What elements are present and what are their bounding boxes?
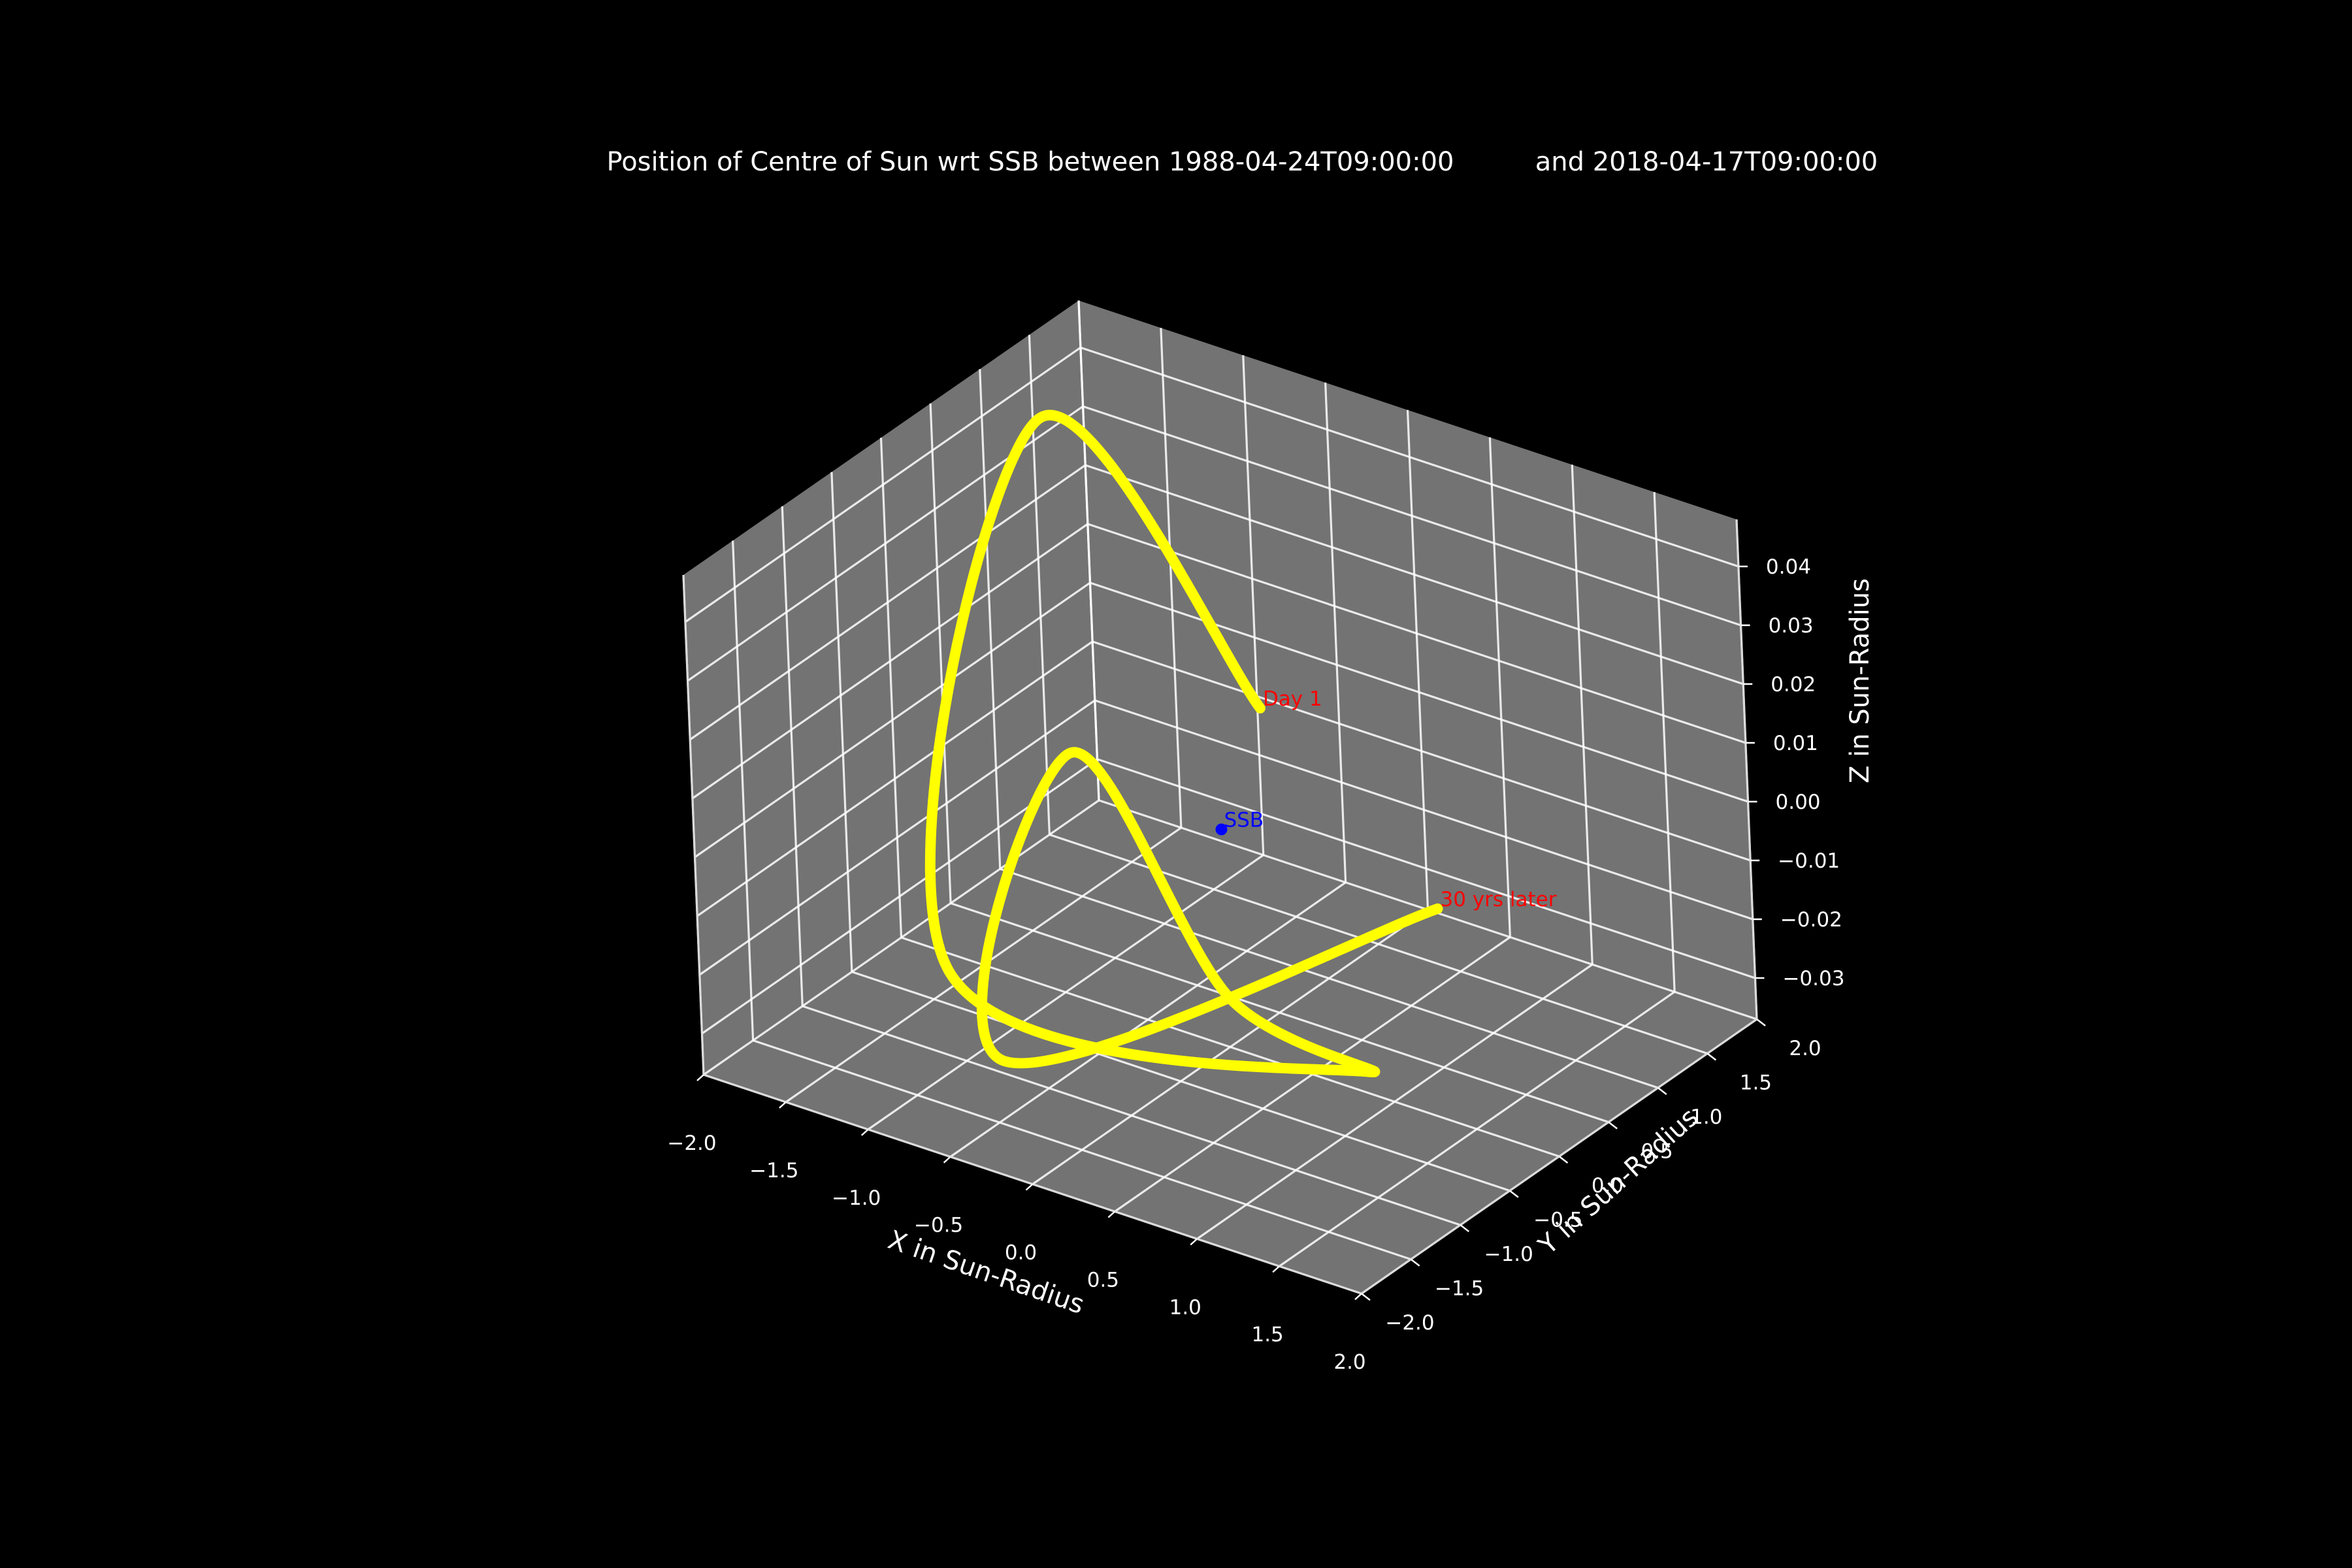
x-tick xyxy=(1025,1183,1034,1191)
grid-line-z-left xyxy=(689,464,1086,741)
z-tick-label: 0.02 xyxy=(1771,673,1816,696)
grid-line-y-left xyxy=(1077,300,1100,801)
grid-line-x-back xyxy=(1324,382,1347,883)
grid-line-x-back xyxy=(1571,465,1593,965)
y-tick-label: −1.5 xyxy=(1435,1277,1484,1301)
x-tick-label: 1.0 xyxy=(1169,1296,1201,1319)
grid-line-x-back xyxy=(1488,437,1511,938)
z-tick-label: 0.00 xyxy=(1776,791,1821,814)
left-edge-line xyxy=(682,574,705,1075)
z-axis-line xyxy=(1735,519,1758,1020)
grid-line-y-floor xyxy=(753,1039,1412,1261)
x-tick xyxy=(696,1074,704,1081)
grid-line-z-left xyxy=(685,346,1081,623)
y-tick xyxy=(1707,1053,1717,1061)
x-tick xyxy=(1354,1293,1362,1300)
y-tick-label: 0.0 xyxy=(1592,1174,1624,1198)
y-tick-label: 1.5 xyxy=(1740,1071,1772,1095)
grid-line-y-floor xyxy=(851,970,1511,1192)
x-tick xyxy=(1272,1266,1280,1273)
y-tick xyxy=(1558,1156,1569,1164)
annotation-label: 30 yrs later xyxy=(1441,888,1557,911)
grid-line-z-back xyxy=(1083,405,1742,627)
grid-line-y-left xyxy=(830,472,853,972)
axes-ticks: −2.0−1.5−1.0−0.50.00.51.01.52.0−2.0−1.5−… xyxy=(667,555,1844,1374)
grid-line-z-back xyxy=(1096,758,1756,979)
x-tick xyxy=(860,1128,869,1136)
grid-line-z-back xyxy=(1085,464,1744,685)
y-tick-label: −1.0 xyxy=(1484,1243,1533,1266)
grid-line-y-left xyxy=(879,437,903,938)
series-line-0 xyxy=(924,410,1443,1077)
y-tick-label: −0.5 xyxy=(1533,1209,1582,1232)
chart-title-left: Position of Centre of Sun wrt SSB betwee… xyxy=(607,147,1454,177)
z-axis-label: Z in Sun-Radius xyxy=(1845,578,1875,783)
grid-line-y-left xyxy=(929,403,952,904)
x-tick xyxy=(1190,1238,1198,1246)
grid-line-y-floor xyxy=(1000,868,1659,1089)
grid-line-z-left xyxy=(698,699,1096,976)
x-tick xyxy=(1107,1211,1116,1218)
grid-line-y-left xyxy=(732,540,755,1041)
grid-line-y-floor xyxy=(950,902,1609,1124)
grid-line-y-left xyxy=(979,368,1002,870)
x-tick-label: 2.0 xyxy=(1333,1350,1365,1374)
grid-line-z-back xyxy=(1092,640,1751,862)
x-tick xyxy=(779,1101,787,1109)
x-tick-label: 0.5 xyxy=(1087,1268,1119,1292)
grid-line-z-back xyxy=(1090,581,1749,803)
grid-line-z-left xyxy=(691,523,1088,800)
z-tick-label: 0.04 xyxy=(1766,555,1811,579)
y-tick xyxy=(1410,1258,1420,1267)
grid-line-z-left xyxy=(694,581,1091,858)
grid-line-x-back xyxy=(1160,327,1183,828)
chart-title-right: and 2018-04-17T09:00:00 xyxy=(1535,147,1878,177)
y-tick xyxy=(1756,1019,1766,1026)
y-tick xyxy=(1460,1224,1470,1232)
grid-line-y-floor xyxy=(900,936,1560,1158)
grid-line-x-back xyxy=(1653,492,1676,992)
y-tick-label: 2.0 xyxy=(1789,1037,1821,1060)
x-tick-label: 1.5 xyxy=(1251,1323,1283,1347)
z-tick-label: −0.03 xyxy=(1782,967,1844,990)
x-tick-label: −1.5 xyxy=(749,1159,798,1183)
grid-line-z-left xyxy=(696,640,1094,917)
y-tick-label: 1.0 xyxy=(1690,1105,1722,1129)
y-tick xyxy=(1657,1087,1667,1095)
y-tick xyxy=(1361,1293,1371,1301)
z-tick-label: −0.01 xyxy=(1778,849,1840,873)
annotation-label: SSB xyxy=(1224,809,1264,832)
x-tick-label: −2.0 xyxy=(667,1132,716,1155)
z-tick-label: −0.02 xyxy=(1780,908,1842,932)
x-tick-label: −1.0 xyxy=(832,1186,881,1210)
grid-line-y-left xyxy=(781,506,804,1007)
grid-line-z-back xyxy=(1080,346,1739,568)
y-tick-label: −2.0 xyxy=(1385,1311,1434,1335)
y-tick-label: 0.5 xyxy=(1641,1140,1673,1164)
grid-line-z-back xyxy=(1087,523,1746,744)
plot-area: Day 1 30 yrs later SSB xyxy=(924,410,1557,1077)
z-tick-label: 0.01 xyxy=(1773,732,1818,755)
x-tick-label: −0.5 xyxy=(914,1214,963,1237)
annotation-label: Day 1 xyxy=(1263,687,1322,711)
grid-line-y-floor xyxy=(802,1005,1461,1226)
x-tick xyxy=(943,1156,951,1164)
grid-line-x-back xyxy=(1406,410,1429,910)
y-tick xyxy=(1608,1121,1618,1130)
grid-line-x-back xyxy=(1242,355,1265,855)
ssb-point xyxy=(1215,823,1228,836)
grid-line-z-back xyxy=(1094,699,1754,921)
y-tick xyxy=(1509,1190,1519,1198)
x-tick-label: 0.0 xyxy=(1005,1241,1037,1265)
z-tick-label: 0.03 xyxy=(1769,614,1814,638)
